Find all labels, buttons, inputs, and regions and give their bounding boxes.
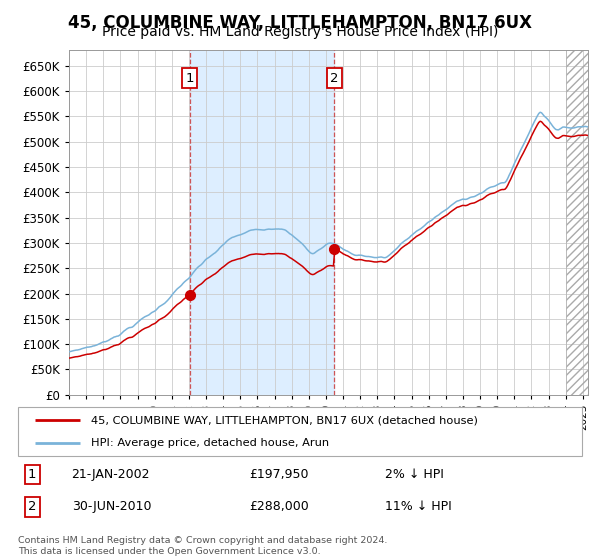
Text: Price paid vs. HM Land Registry's House Price Index (HPI): Price paid vs. HM Land Registry's House … — [102, 25, 498, 39]
Text: 1: 1 — [185, 72, 194, 85]
Text: 1: 1 — [28, 468, 37, 481]
Text: 2: 2 — [330, 72, 339, 85]
Text: £197,950: £197,950 — [249, 468, 309, 481]
Text: 45, COLUMBINE WAY, LITTLEHAMPTON, BN17 6UX: 45, COLUMBINE WAY, LITTLEHAMPTON, BN17 6… — [68, 14, 532, 32]
Text: 21-JAN-2002: 21-JAN-2002 — [71, 468, 150, 481]
Text: 2: 2 — [28, 500, 37, 514]
Text: 45, COLUMBINE WAY, LITTLEHAMPTON, BN17 6UX (detached house): 45, COLUMBINE WAY, LITTLEHAMPTON, BN17 6… — [91, 416, 478, 426]
Text: HPI: Average price, detached house, Arun: HPI: Average price, detached house, Arun — [91, 438, 329, 448]
FancyBboxPatch shape — [18, 407, 582, 456]
Text: £288,000: £288,000 — [249, 500, 309, 514]
Bar — [190, 50, 334, 395]
Text: 11% ↓ HPI: 11% ↓ HPI — [385, 500, 451, 514]
Text: Contains HM Land Registry data © Crown copyright and database right 2024.
This d: Contains HM Land Registry data © Crown c… — [18, 536, 388, 556]
Text: 30-JUN-2010: 30-JUN-2010 — [71, 500, 151, 514]
Text: 2% ↓ HPI: 2% ↓ HPI — [385, 468, 443, 481]
